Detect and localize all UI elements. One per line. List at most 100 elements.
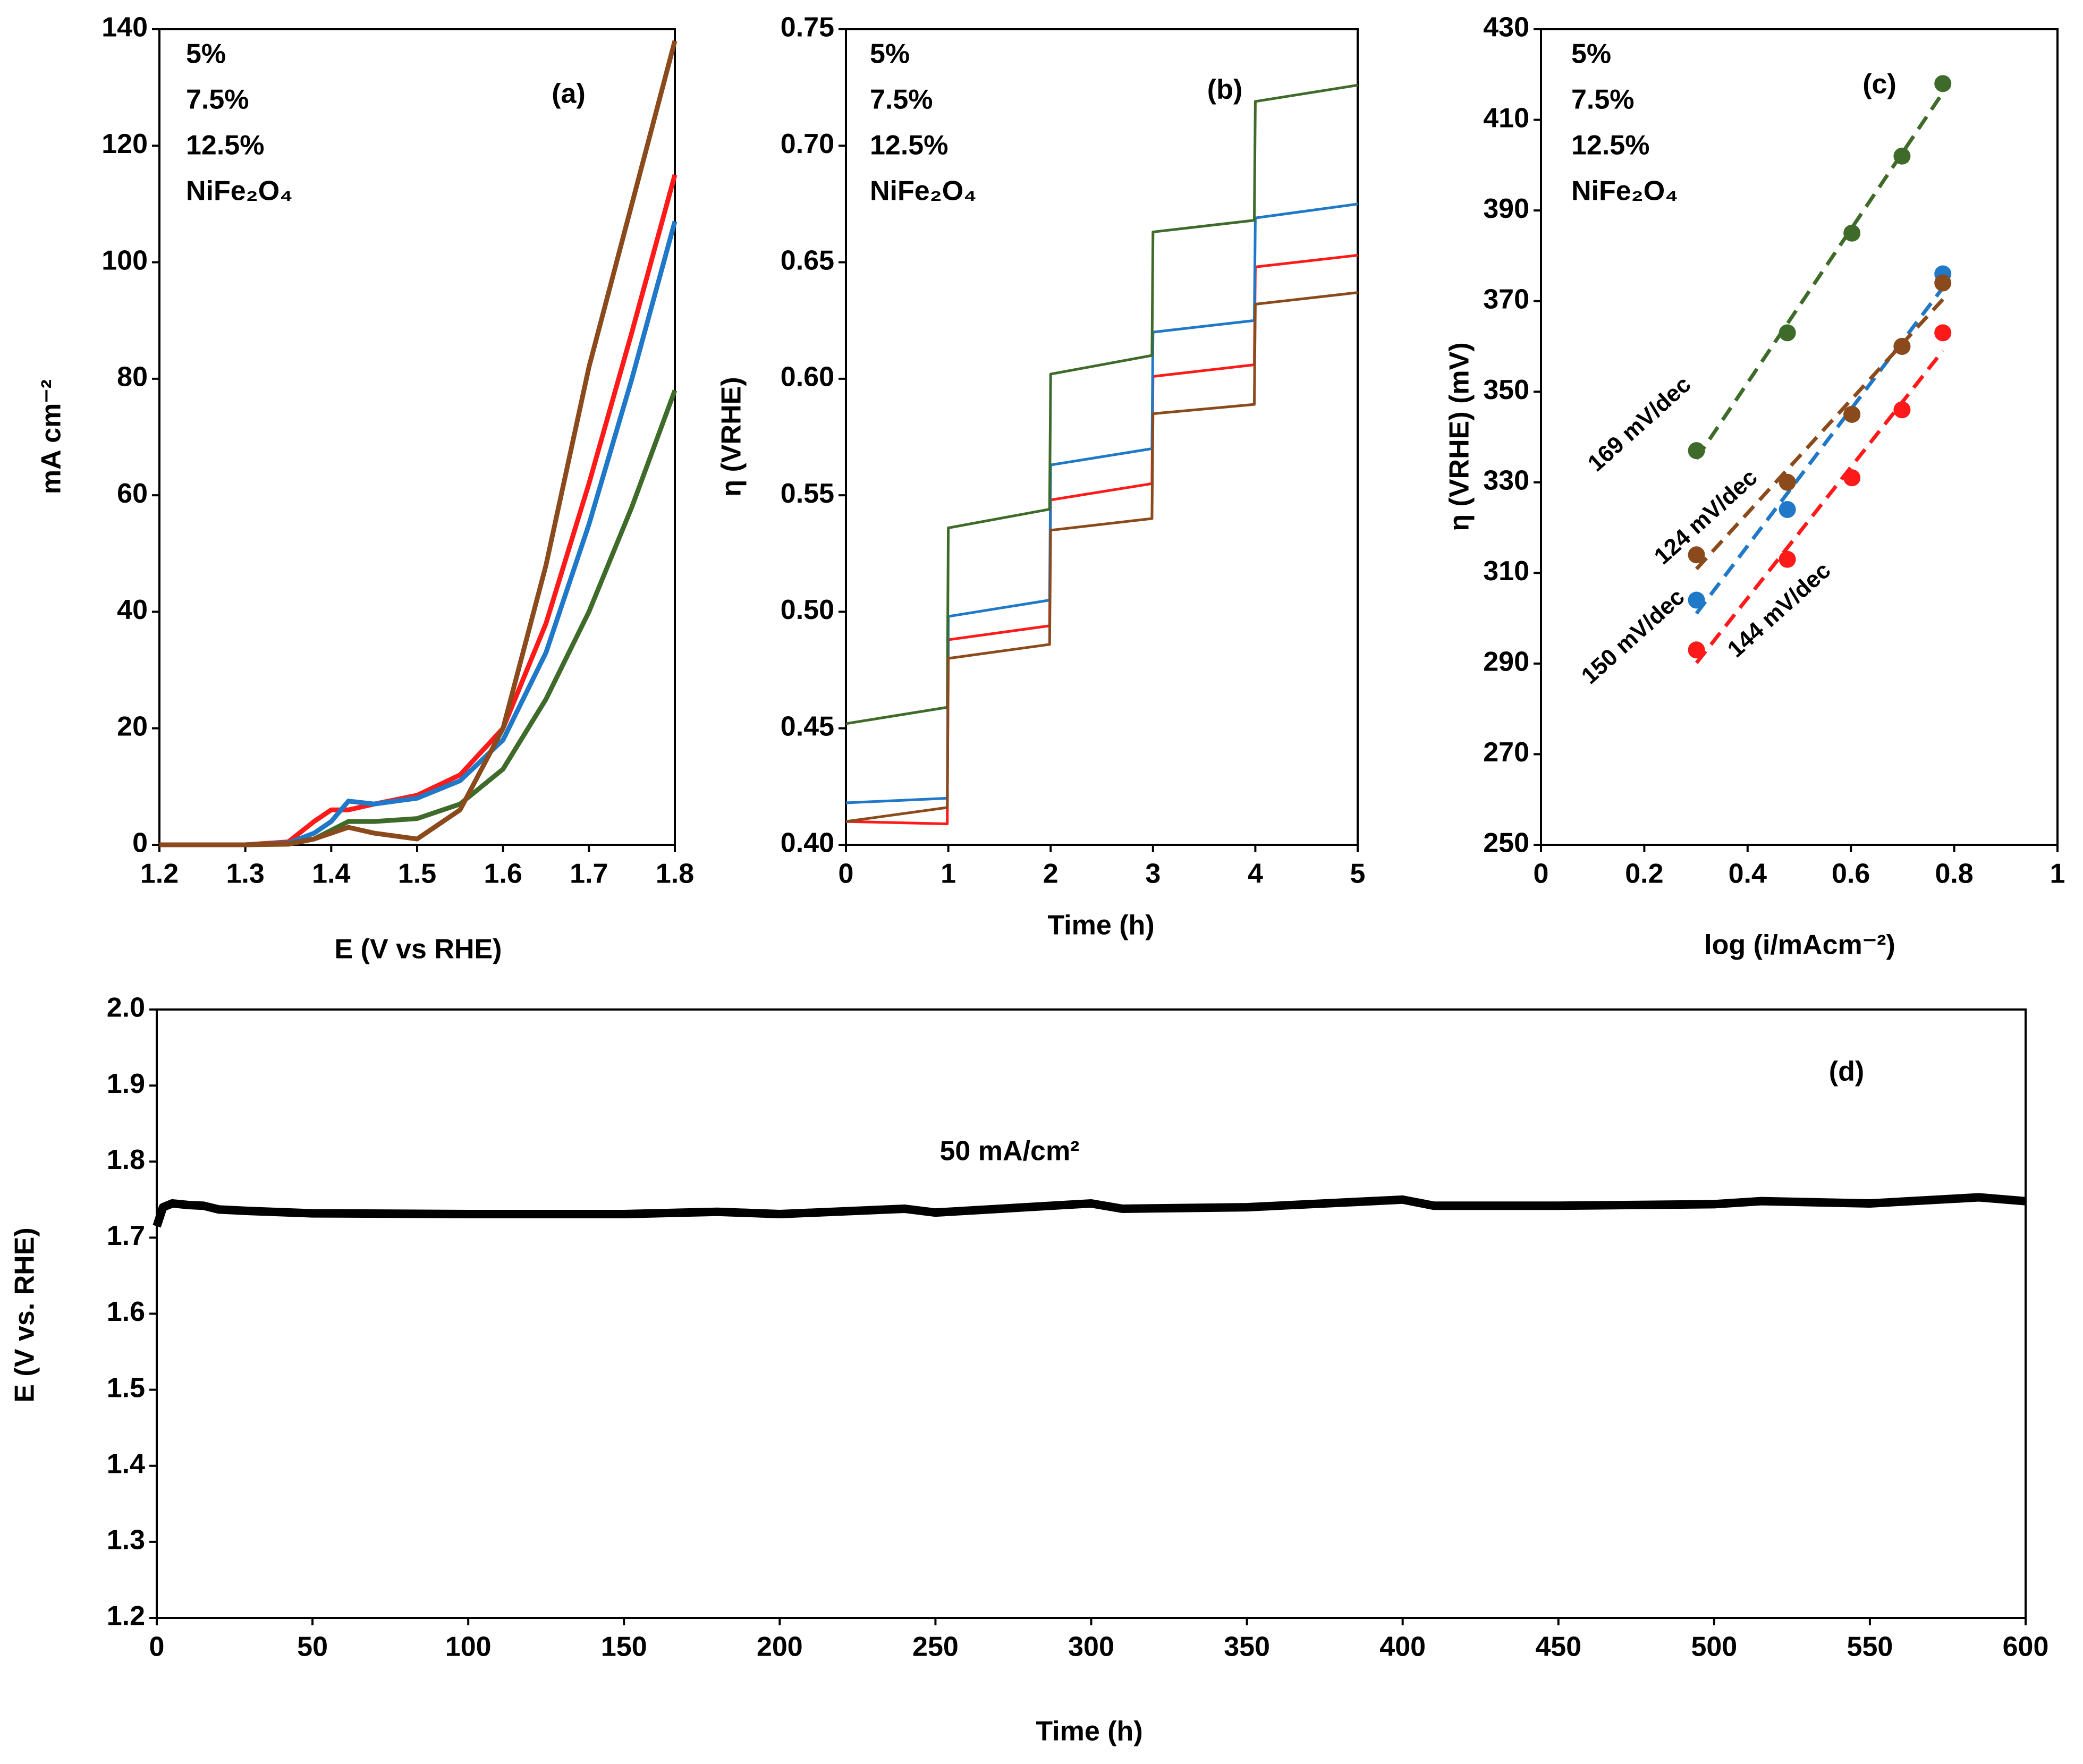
data-point xyxy=(1934,75,1952,92)
slope-label: 150 mV/dec xyxy=(1577,584,1690,689)
data-line xyxy=(153,1193,2026,1228)
x-tick-label: 1.4 xyxy=(312,859,350,889)
x-tick-label: 100 xyxy=(445,1632,492,1663)
x-tick-label: 1.3 xyxy=(226,859,265,889)
panel-label: (b) xyxy=(1207,74,1242,105)
data-line xyxy=(845,202,1358,804)
x-axis-title: Time (h) xyxy=(1036,1716,1142,1747)
legend-entry: NiFe₂O₄ xyxy=(870,176,977,207)
x-axis-title: Time (h) xyxy=(1047,910,1154,941)
y-tick-label: 1.3 xyxy=(107,1525,145,1556)
x-tick-label: 500 xyxy=(1691,1632,1737,1663)
slope-label: 169 mV/dec xyxy=(1583,371,1696,477)
y-tick-label: 2.0 xyxy=(107,993,145,1023)
y-tick-label: 410 xyxy=(1483,103,1529,133)
x-tick-label: 550 xyxy=(1847,1632,1893,1663)
legend-entry: 12.5% xyxy=(870,130,948,161)
y-tick-label: 1.7 xyxy=(107,1220,145,1251)
y-tick-label: 330 xyxy=(1483,465,1529,496)
data-line xyxy=(845,291,1358,823)
y-tick-label: 0.40 xyxy=(781,828,834,859)
y-tick-label: 290 xyxy=(1483,647,1529,677)
y-tick-label: 0.65 xyxy=(781,245,834,276)
y-axis-title: mA cm⁻² xyxy=(36,379,67,494)
legend-entry: 5% xyxy=(870,39,910,70)
y-tick-label: 80 xyxy=(117,362,148,393)
y-axis-title: η (VRHE) (mV) xyxy=(1444,342,1475,531)
y-axis-title: η (VRHE) xyxy=(716,377,747,496)
data-line xyxy=(845,253,1358,826)
x-tick-label: 1.2 xyxy=(140,859,179,889)
y-tick-label: 270 xyxy=(1483,737,1529,768)
y-tick-label: 140 xyxy=(101,12,148,43)
x-tick-label: 0.8 xyxy=(1935,859,1973,889)
x-tick-label: 0.4 xyxy=(1729,859,1767,889)
y-tick-label: 1.9 xyxy=(107,1068,145,1099)
legend-entry: 7.5% xyxy=(870,84,933,115)
data-point xyxy=(1688,591,1705,609)
legend-entry: 5% xyxy=(1571,39,1611,70)
data-point xyxy=(1688,546,1705,564)
x-tick-label: 1.8 xyxy=(656,859,694,889)
data-line xyxy=(845,83,1358,725)
x-tick-label: 3 xyxy=(1145,859,1161,889)
panel-label: (c) xyxy=(1862,69,1896,100)
x-tick-label: 1.7 xyxy=(570,859,608,889)
x-tick-label: 0 xyxy=(839,859,854,889)
data-point xyxy=(1893,147,1911,165)
x-tick-label: 1 xyxy=(2050,859,2065,889)
plot-frame xyxy=(1540,28,2059,846)
x-tick-label: 5 xyxy=(1350,859,1366,889)
data-point xyxy=(1779,501,1796,518)
y-tick-label: 310 xyxy=(1483,556,1529,587)
y-tick-label: 430 xyxy=(1483,12,1529,43)
y-tick-label: 1.6 xyxy=(107,1296,145,1327)
data-line xyxy=(159,40,678,847)
data-point xyxy=(1688,641,1705,659)
data-point xyxy=(1843,224,1861,242)
y-tick-label: 1.4 xyxy=(107,1448,145,1479)
annotation: 50 mA/cm² xyxy=(940,1136,1080,1167)
x-tick-label: 150 xyxy=(601,1632,647,1663)
plot-frame xyxy=(156,1008,2027,1619)
panel-label: (d) xyxy=(1829,1056,1864,1087)
x-tick-label: 2 xyxy=(1043,859,1059,889)
legend-entry: 7.5% xyxy=(186,84,249,115)
y-tick-label: 0.50 xyxy=(781,595,834,625)
y-tick-label: 20 xyxy=(117,711,148,742)
data-line xyxy=(159,174,678,847)
data-point xyxy=(1779,550,1796,568)
x-axis-title: log (i/mAcm⁻²) xyxy=(1704,930,1895,961)
plot-frame xyxy=(845,28,1359,846)
x-tick-label: 250 xyxy=(912,1632,959,1663)
data-point xyxy=(1934,324,1952,342)
y-tick-label: 100 xyxy=(101,245,148,276)
panel-label: (a) xyxy=(552,79,586,109)
y-tick-label: 60 xyxy=(117,478,148,509)
legend-entry: 5% xyxy=(186,39,226,70)
y-tick-label: 0.75 xyxy=(781,12,834,43)
x-tick-label: 1 xyxy=(941,859,956,889)
legend-entry: NiFe₂O₄ xyxy=(1571,176,1678,207)
x-axis-title: E (V vs RHE) xyxy=(335,934,502,965)
y-tick-label: 0.60 xyxy=(781,362,834,393)
y-tick-label: 0 xyxy=(132,828,148,859)
y-tick-label: 1.5 xyxy=(107,1372,145,1403)
data-point xyxy=(1779,324,1796,342)
x-tick-label: 1.5 xyxy=(398,859,436,889)
y-axis-title: E (V vs. RHE) xyxy=(10,1227,40,1402)
slope-label: 144 mV/dec xyxy=(1723,557,1836,663)
y-tick-label: 0.55 xyxy=(781,478,834,509)
x-tick-label: 0 xyxy=(1534,859,1549,889)
y-tick-label: 0.70 xyxy=(781,129,834,159)
data-point xyxy=(1779,473,1796,491)
y-tick-label: 1.2 xyxy=(107,1601,145,1632)
x-tick-label: 0 xyxy=(149,1632,165,1663)
x-tick-label: 4 xyxy=(1248,859,1263,889)
data-point xyxy=(1843,405,1861,423)
x-tick-label: 600 xyxy=(2003,1632,2049,1663)
x-tick-label: 200 xyxy=(757,1632,803,1663)
data-point xyxy=(1843,469,1861,487)
y-tick-label: 350 xyxy=(1483,375,1529,405)
